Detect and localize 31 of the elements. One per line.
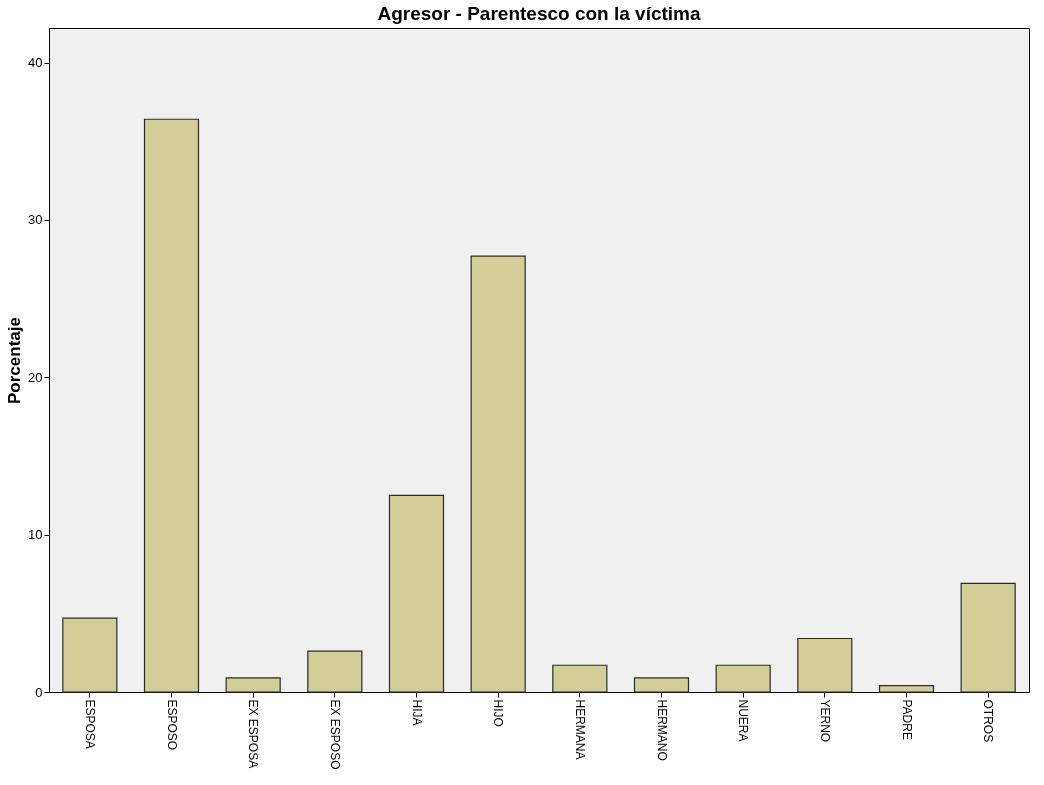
y-tick-label: 30 [28, 212, 43, 228]
y-tick-label: 40 [28, 55, 43, 71]
bar [62, 617, 118, 693]
bar [307, 650, 363, 693]
chart-title: Agresor - Parentesco con la víctima [377, 3, 701, 24]
bar [633, 677, 690, 693]
x-tick-label: HIJA [409, 699, 424, 726]
x-tick-label: HIJO [491, 699, 506, 727]
x-tick-label: EX ESPOSO [327, 699, 342, 770]
x-tick-label: ESPOSA [82, 699, 97, 749]
bar [715, 664, 771, 693]
x-tick-label: HERMANO [654, 699, 669, 761]
bar [552, 664, 608, 693]
x-tick-label: PADRE [899, 699, 914, 740]
x-tick-label: NUERA [736, 699, 751, 742]
bar [797, 637, 853, 693]
x-tick-label: ESPOSO [164, 699, 179, 751]
bar [388, 494, 445, 693]
y-tick-label: 0 [35, 684, 43, 700]
bar [143, 118, 200, 693]
bar [225, 677, 281, 693]
bar [470, 255, 526, 693]
x-tick-label: YERNO [817, 699, 832, 743]
bar [878, 685, 935, 693]
x-tick-label: EX ESPOSA [246, 699, 261, 769]
y-tick-label: 20 [28, 369, 43, 385]
x-tick-label: HERMANA [572, 699, 587, 760]
y-tick-label: 10 [28, 527, 43, 543]
bar [960, 582, 1016, 693]
y-axis-title: Porcentaje [5, 317, 25, 404]
x-tick-label: OTROS [981, 699, 996, 743]
